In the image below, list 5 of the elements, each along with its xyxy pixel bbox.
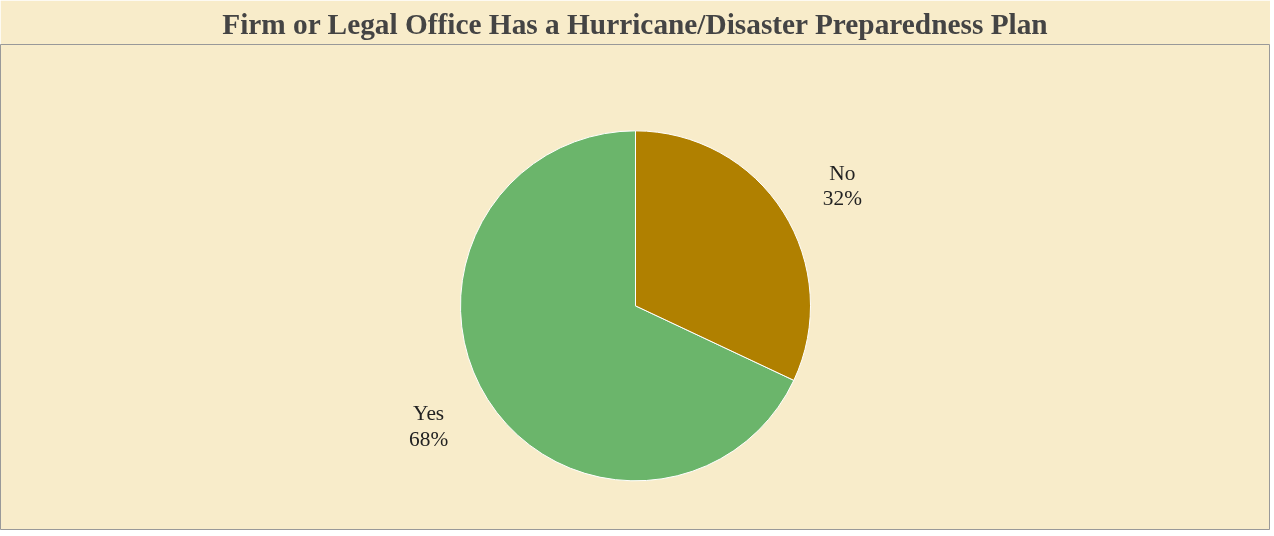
data-label: 32% bbox=[822, 186, 863, 211]
slice-label: Yes bbox=[413, 401, 445, 426]
data-label: 68% bbox=[409, 427, 449, 452]
chart-title: Firm or Legal Office Has a Hurricane/Disaster Preparedness Plan bbox=[222, 7, 1048, 40]
slice-label: No bbox=[829, 160, 856, 185]
